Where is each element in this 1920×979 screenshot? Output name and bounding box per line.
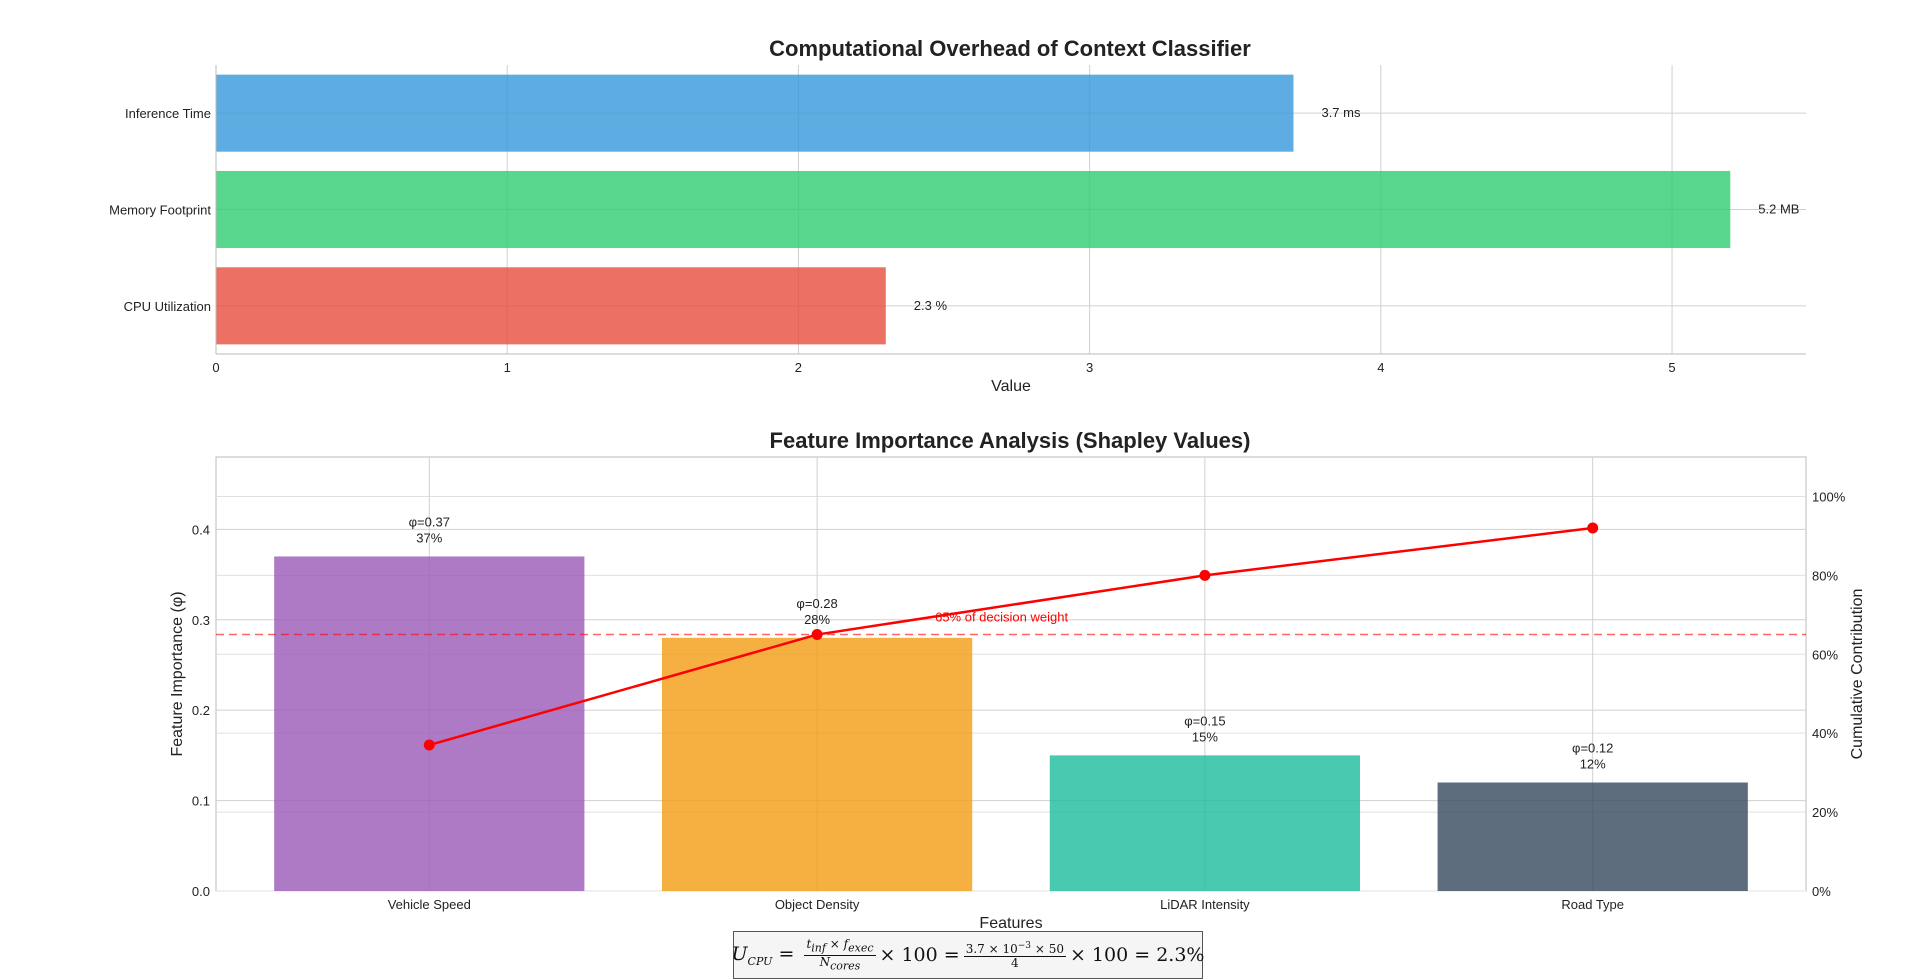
overhead-x-tick: 2 bbox=[795, 360, 802, 375]
overhead-x-tick: 4 bbox=[1377, 360, 1384, 375]
phi-label: φ=0.28 bbox=[796, 596, 837, 611]
overhead-x-tick: 3 bbox=[1086, 360, 1093, 375]
importance-bar bbox=[1049, 755, 1361, 891]
importance-y-tick: 0.2 bbox=[192, 703, 210, 718]
overhead-category-label: Memory Footprint bbox=[109, 203, 211, 218]
percent-label: 37% bbox=[416, 530, 442, 545]
percent-label: 28% bbox=[804, 612, 830, 627]
formula-result: × 100 = 2.3% bbox=[1069, 944, 1205, 966]
cumulative-point bbox=[1587, 522, 1599, 534]
overhead-bar bbox=[216, 170, 1731, 249]
overhead-chart-title: Computational Overhead of Context Classi… bbox=[769, 36, 1251, 61]
formula-den2: 4 bbox=[1011, 956, 1019, 970]
cumulative-y-tick: 0% bbox=[1812, 884, 1831, 899]
phi-label: φ=0.12 bbox=[1572, 741, 1613, 756]
formula-n: N bbox=[819, 954, 831, 969]
cumulative-point bbox=[1199, 569, 1211, 581]
cpu-utilization-formula: UCPU = tinf × fexec Ncores × 100 = 3.7 ×… bbox=[731, 931, 1205, 979]
overhead-value-label: 2.3 % bbox=[914, 298, 948, 313]
overhead-category-label: Inference Time bbox=[125, 106, 211, 121]
overhead-value-label: 3.7 ms bbox=[1321, 105, 1361, 120]
cumulative-point bbox=[811, 629, 823, 641]
formula-t: t bbox=[806, 937, 812, 952]
overhead-x-label: Value bbox=[991, 378, 1031, 395]
cumulative-y-tick: 40% bbox=[1812, 726, 1838, 741]
importance-bar bbox=[1437, 782, 1748, 891]
overhead-bars bbox=[216, 74, 1731, 345]
importance-bar bbox=[661, 637, 973, 891]
importance-bar bbox=[274, 556, 585, 891]
cumulative-polyline bbox=[428, 526, 1593, 747]
overhead-chart: Computational Overhead of Context Classi… bbox=[109, 36, 1806, 395]
cumulative-line bbox=[423, 522, 1599, 751]
cumulative-y-tick: 20% bbox=[1812, 805, 1838, 820]
importance-chart-title: Feature Importance Analysis (Shapley Val… bbox=[770, 428, 1251, 453]
importance-y-label: Feature Importance (φ) bbox=[169, 591, 186, 756]
percent-label: 15% bbox=[1192, 729, 1218, 744]
formula-fraction-2: 3.7 × 10−3 × 50 4 bbox=[963, 940, 1066, 970]
importance-bars bbox=[274, 556, 1748, 891]
formula-n-sub: cores bbox=[830, 958, 861, 972]
formula-f-sub: exec bbox=[848, 941, 874, 955]
phi-label: φ=0.15 bbox=[1184, 713, 1225, 728]
overhead-bar bbox=[216, 74, 1294, 152]
overhead-category-label: CPU Utilization bbox=[124, 299, 211, 314]
formula-lhs-sub: CPU bbox=[747, 954, 773, 968]
importance-category-label: Vehicle Speed bbox=[388, 897, 471, 912]
importance-y-tick: 0.1 bbox=[192, 794, 210, 809]
overhead-x-tick: 0 bbox=[212, 360, 219, 375]
importance-category-label: Object Density bbox=[775, 897, 860, 912]
importance-y-tick: 0.0 bbox=[192, 884, 210, 899]
percent-label: 12% bbox=[1580, 757, 1606, 772]
formula-num2-exp: −3 bbox=[1017, 941, 1032, 951]
importance-category-label: LiDAR Intensity bbox=[1160, 897, 1250, 912]
overhead-value-label: 5.2 MB bbox=[1758, 202, 1799, 217]
overhead-x-tick: 5 bbox=[1668, 360, 1675, 375]
phi-label: φ=0.37 bbox=[409, 514, 450, 529]
formula-t-sub: inf bbox=[811, 941, 826, 955]
importance-y-tick: 0.3 bbox=[192, 613, 210, 628]
threshold-line: 65% of decision weight bbox=[216, 610, 1806, 636]
importance-category-label: Road Type bbox=[1561, 897, 1624, 912]
overhead-tick-labels: 0 1 2 3 4 5 Inference Time Memory Footprint CPU … bbox=[109, 106, 1676, 375]
cumulative-y-tick: 60% bbox=[1812, 647, 1838, 662]
overhead-bar bbox=[216, 267, 886, 345]
threshold-annotation: 65% of decision weight bbox=[935, 610, 1068, 625]
cumulative-y-tick: 100% bbox=[1812, 489, 1846, 504]
importance-x-label: Features bbox=[979, 915, 1042, 932]
importance-tick-labels: 0.0 0.1 0.2 0.3 0.4 0% 20% 40% 60% 80% 100% Vehicle… bbox=[192, 489, 1846, 912]
formula-lhs: U bbox=[731, 942, 748, 965]
cumulative-point bbox=[423, 739, 435, 751]
formula-times: × bbox=[825, 937, 844, 952]
overhead-value-labels: 3.7 ms 5.2 MB 2.3 % bbox=[914, 105, 1800, 313]
overhead-x-tick: 1 bbox=[504, 360, 511, 375]
formula-mult: × 100 = bbox=[879, 944, 960, 966]
importance-chart: Feature Importance Analysis (Shapley Val… bbox=[169, 428, 1866, 932]
formula-num2: 3.7 × 10 bbox=[965, 942, 1018, 956]
formula-num2-tail: × 50 bbox=[1031, 942, 1064, 956]
formula-fraction-1: tinf × fexec Ncores bbox=[804, 937, 876, 972]
importance-y-tick: 0.4 bbox=[192, 522, 210, 537]
cumulative-y-tick: 80% bbox=[1812, 568, 1838, 583]
cumulative-y-label: Cumulative Contribution bbox=[1849, 589, 1866, 760]
formula-f: f bbox=[843, 937, 849, 952]
